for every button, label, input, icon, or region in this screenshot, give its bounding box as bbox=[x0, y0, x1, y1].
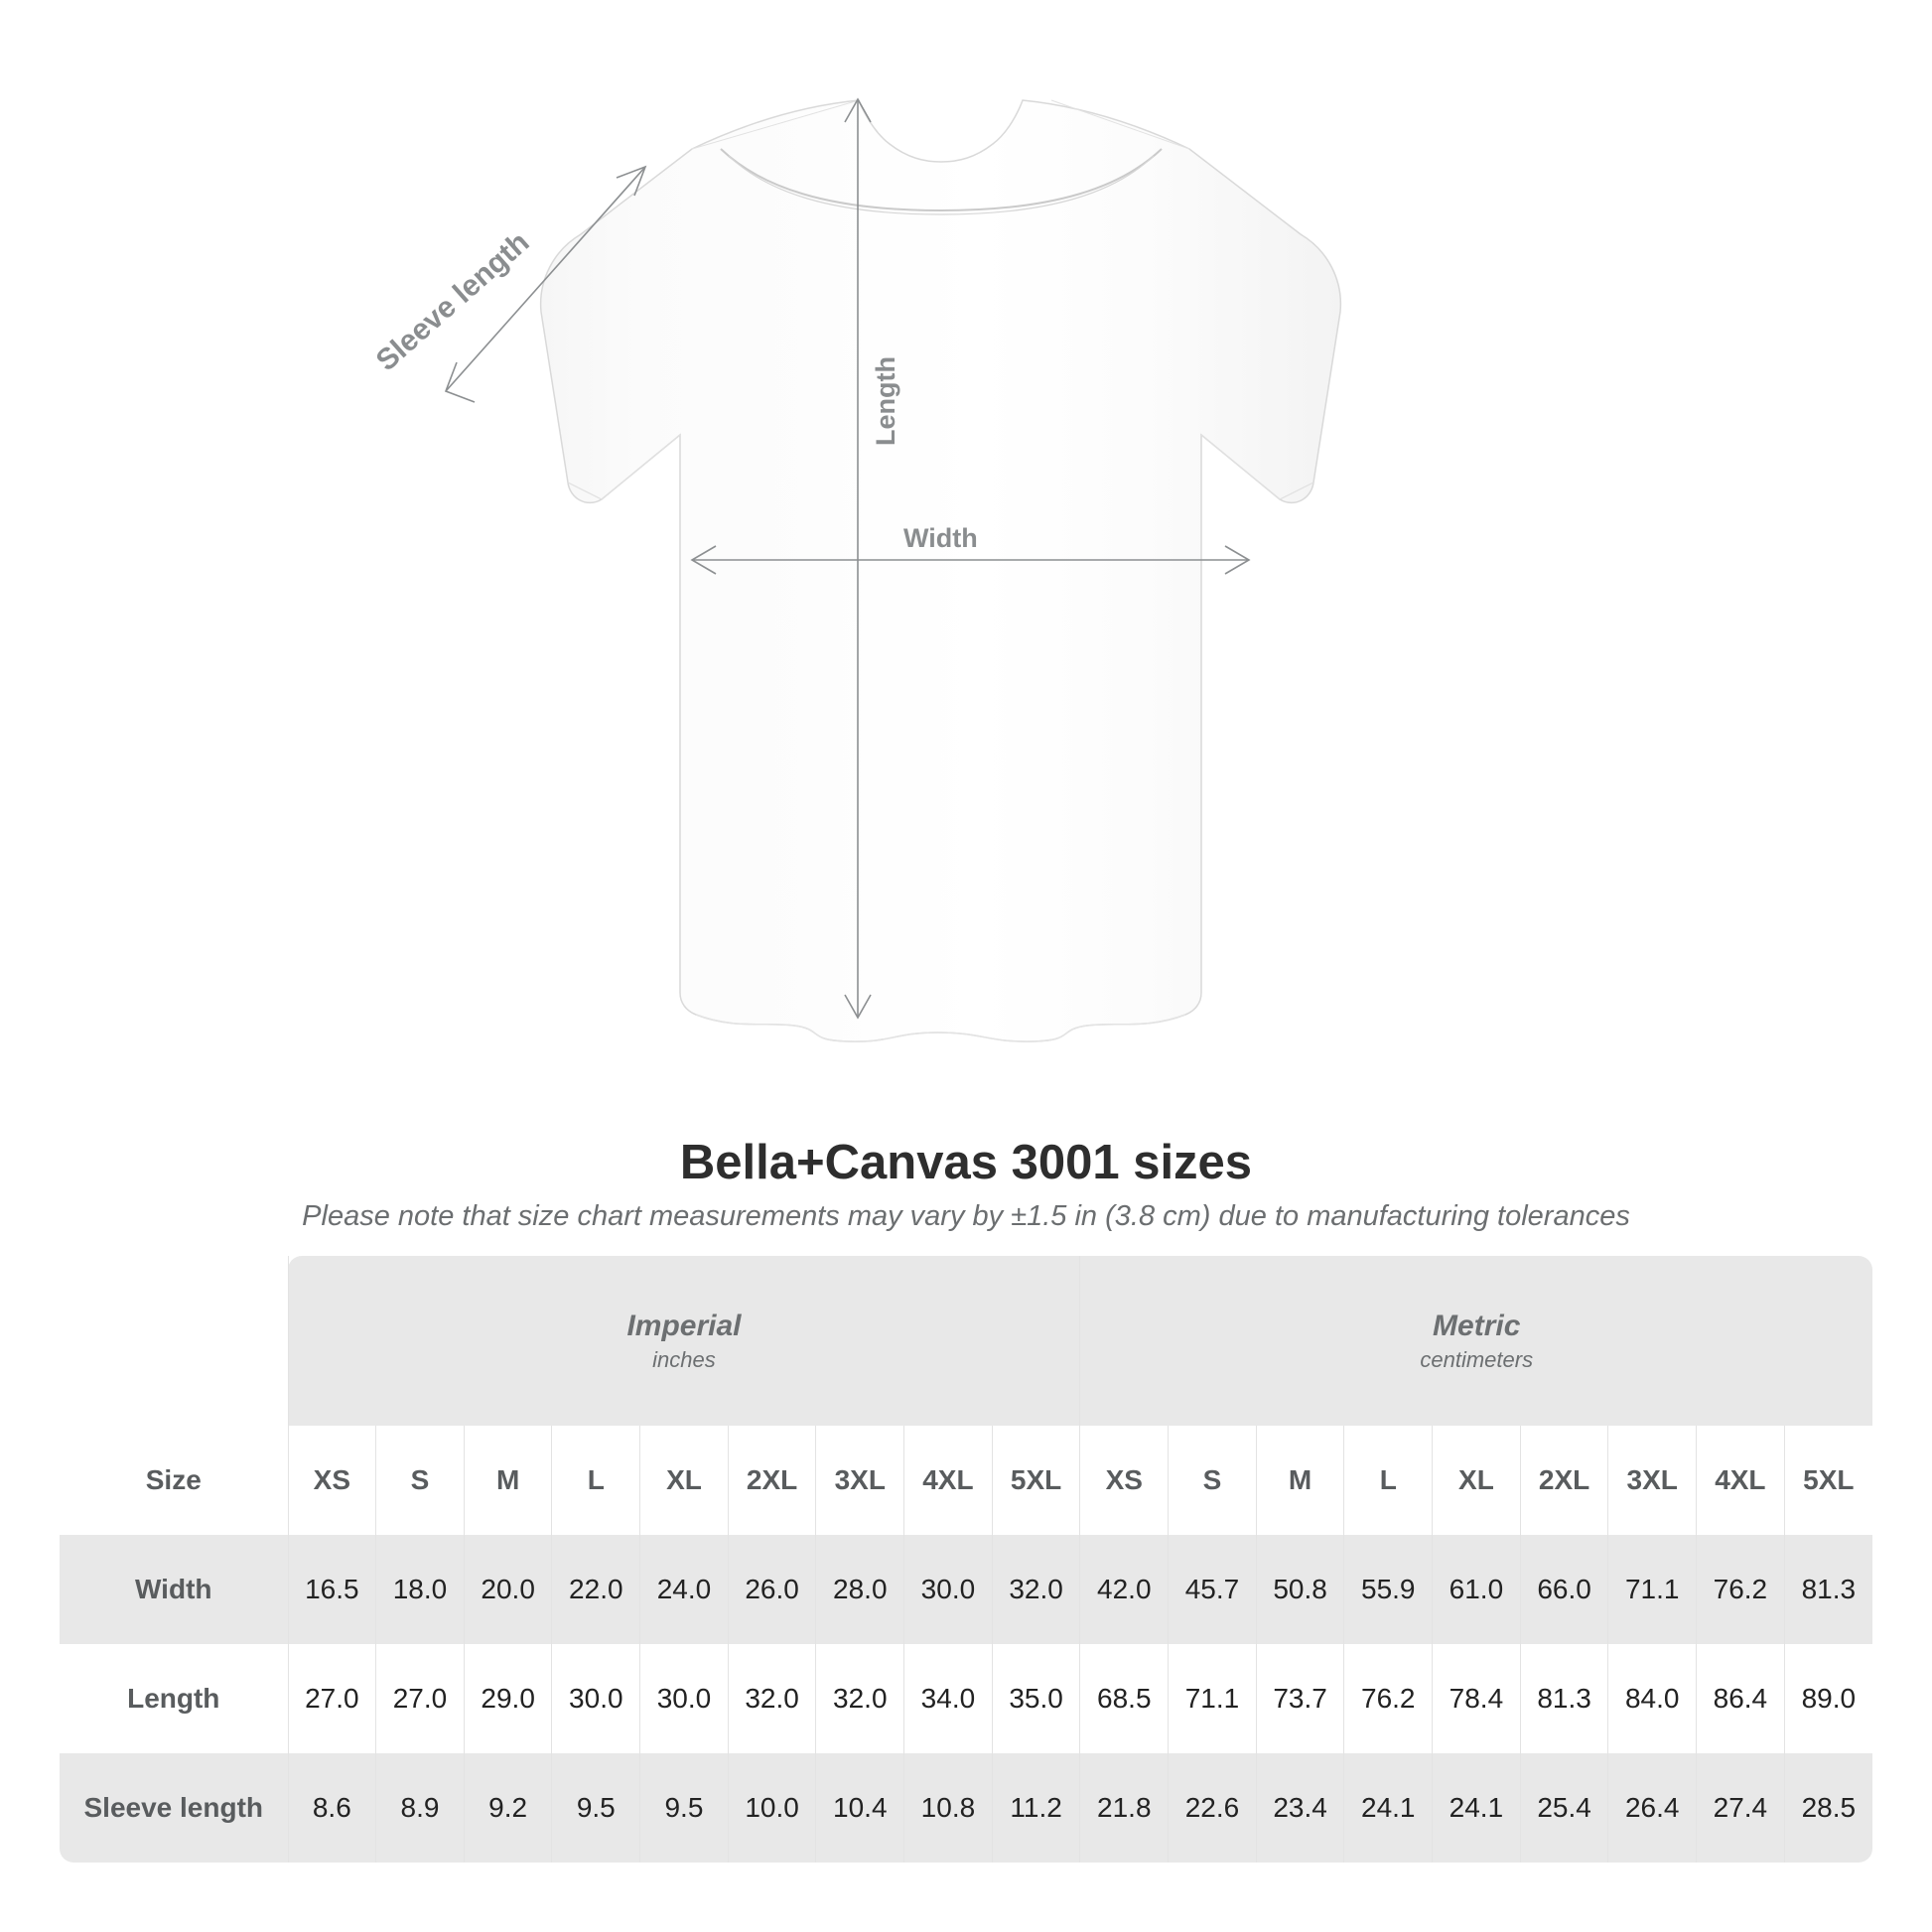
svg-text:Width: Width bbox=[903, 523, 978, 553]
svg-text:Sleeve length: Sleeve length bbox=[370, 225, 536, 377]
svg-text:Length: Length bbox=[871, 356, 900, 446]
